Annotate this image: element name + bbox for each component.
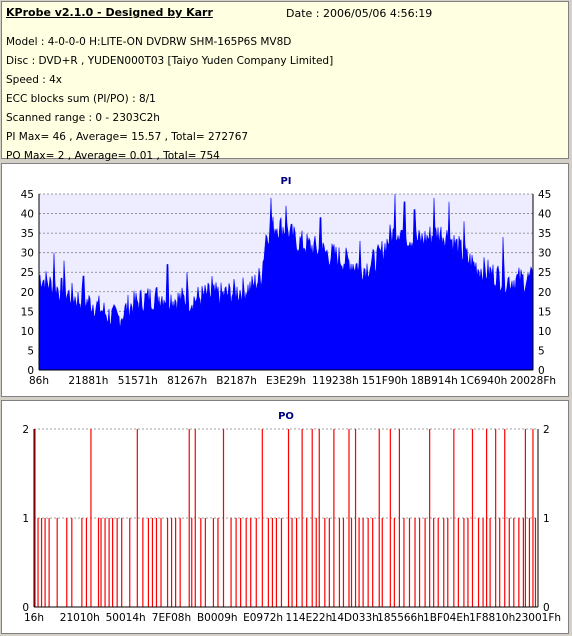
pi-chart-panel: PI 0 0 5 5 10 10 15 15 20 20 25 25 30 30 35 35 40 40 45 45 86…: [1, 163, 569, 397]
pi-y-tick-label-right: 10: [538, 326, 551, 338]
disc-line: Disc : DVD+R , YUDEN000T03 [Taiyo Yuden …: [6, 55, 334, 67]
po-x-tick-label: 16h: [24, 612, 44, 624]
ecc-line: ECC blocks sum (PI/PO) : 8/1: [6, 93, 156, 105]
pi-y-tick-label-left: 30: [21, 248, 34, 260]
pi-x-tick-label: 81267h: [167, 375, 207, 387]
pi-x-tick-label: B2187h: [216, 375, 257, 387]
pi-y-tick-label-left: 25: [21, 267, 34, 279]
pi-y-tick-label-left: 0: [27, 365, 34, 377]
pi-y-tick-label-right: 5: [538, 345, 545, 357]
pi-y-tick-label-right: 25: [538, 267, 551, 279]
pi-y-tick-label-left: 5: [27, 345, 34, 357]
po-x-tick-label: 114E22h: [286, 612, 333, 624]
pi-x-tick-label: 21881h: [68, 375, 108, 387]
info-panel: KProbe v2.1.0 - Designed by Karr Date : …: [1, 1, 569, 162]
pi-y-tick-label-left: 15: [21, 306, 34, 318]
model-line: Model : 4-0-0-0 H:LITE-ON DVDRW SHM-165P…: [6, 36, 292, 48]
po-x-tick-label: B0009h: [197, 612, 238, 624]
po-y-tick-label-left: 2: [22, 424, 29, 436]
po-chart-title: PO: [278, 411, 294, 422]
po-y-tick-label-left: 0: [22, 602, 29, 614]
range-line: Scanned range : 0 - 2303C2h: [6, 112, 160, 124]
po-y-tick-label-right: 1: [543, 513, 550, 525]
scan-date: Date : 2006/05/06 4:56:19: [286, 7, 433, 20]
pi-x-tick-label: 1C6940h: [460, 375, 507, 387]
pi-x-tick-label: 51571h: [118, 375, 158, 387]
pi-summary-line: PI Max= 46 , Average= 15.57 , Total= 272…: [6, 131, 249, 143]
pi-y-tick-label-left: 35: [21, 228, 34, 240]
po-x-tick-label: 1BF04Eh: [423, 612, 470, 624]
pi-y-tick-label-right: 30: [538, 248, 551, 260]
speed-line: Speed : 4x: [6, 74, 63, 86]
pi-y-tick-label-left: 10: [21, 326, 34, 338]
pi-y-tick-label-right: 20: [538, 287, 551, 299]
pi-x-tick-label: 18B914h: [411, 375, 458, 387]
pi-y-tick-label-right: 15: [538, 306, 551, 318]
po-y-tick-label-right: 0: [543, 602, 550, 614]
pi-y-tick-label-right: 40: [538, 209, 551, 221]
po-x-tick-label: 185566h: [377, 612, 424, 624]
po-chart: PO 0 0 1 1 2 2 16h 21010h 50014h 7EF08h B0009h E0972…: [22, 411, 561, 624]
po-y-tick-label-left: 1: [22, 513, 29, 525]
po-x-tick-label: E0972h: [243, 612, 283, 624]
pi-x-tick-label: 119238h: [312, 375, 359, 387]
po-x-tick-label: 7EF08h: [152, 612, 191, 624]
pi-x-tick-label: 86h: [29, 375, 49, 387]
pi-x-tick-label: 20028Fh: [510, 375, 556, 387]
po-x-tick-label: 14D033h: [331, 612, 379, 624]
po-x-tick-label: 21010h: [60, 612, 100, 624]
pi-y-tick-label-left: 20: [21, 287, 34, 299]
pi-y-tick-label-left: 45: [21, 189, 34, 201]
pi-y-tick-label-right: 45: [538, 189, 551, 201]
pi-x-tick-label: E3E29h: [266, 375, 306, 387]
po-x-tick-label: 23001Fh: [515, 612, 561, 624]
pi-chart: PI 0 0 5 5 10 10 15 15 20 20 25 25 30 30 35 35 40 40 45 45 86…: [21, 176, 556, 387]
pi-y-tick-label-right: 0: [538, 365, 545, 377]
app-title: KProbe v2.1.0 - Designed by Karr: [6, 6, 213, 19]
pi-chart-title: PI: [280, 176, 291, 187]
pi-y-tick-label-right: 35: [538, 228, 551, 240]
po-summary-line: PO Max= 2 , Average= 0.01 , Total= 754: [6, 150, 220, 162]
po-chart-panel: PO 0 0 1 1 2 2 16h 21010h 50014h 7EF08h B0009h E0972…: [1, 400, 569, 634]
po-x-tick-label: 1F8810h: [469, 612, 515, 624]
pi-y-tick-label-left: 40: [21, 209, 34, 221]
po-x-tick-label: 50014h: [106, 612, 146, 624]
pi-series-area: [38, 193, 534, 371]
pi-x-tick-label: 151F90h: [362, 375, 408, 387]
po-y-tick-label-right: 2: [543, 424, 550, 436]
